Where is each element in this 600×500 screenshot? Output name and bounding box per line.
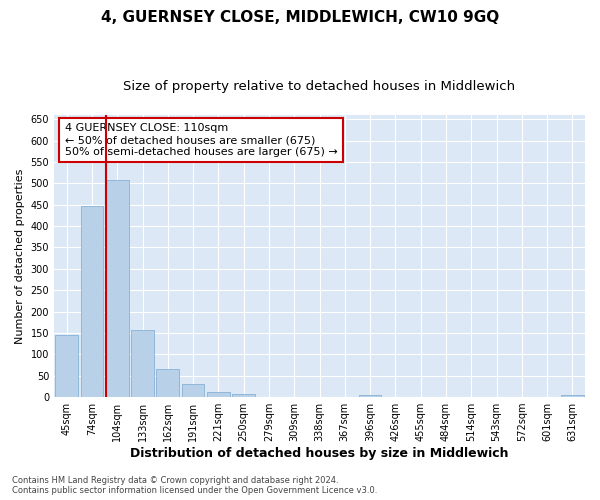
X-axis label: Distribution of detached houses by size in Middlewich: Distribution of detached houses by size …	[130, 447, 509, 460]
Bar	[131, 330, 154, 397]
Y-axis label: Number of detached properties: Number of detached properties	[15, 168, 25, 344]
Bar	[106, 180, 128, 397]
Bar	[157, 370, 179, 397]
Bar	[80, 206, 103, 397]
Bar	[232, 394, 255, 397]
Title: Size of property relative to detached houses in Middlewich: Size of property relative to detached ho…	[124, 80, 515, 93]
Text: 4, GUERNSEY CLOSE, MIDDLEWICH, CW10 9GQ: 4, GUERNSEY CLOSE, MIDDLEWICH, CW10 9GQ	[101, 10, 499, 25]
Text: Contains HM Land Registry data © Crown copyright and database right 2024.
Contai: Contains HM Land Registry data © Crown c…	[12, 476, 377, 495]
Bar	[359, 395, 382, 397]
Bar	[182, 384, 205, 397]
Bar	[55, 335, 78, 397]
Text: 4 GUERNSEY CLOSE: 110sqm
← 50% of detached houses are smaller (675)
50% of semi-: 4 GUERNSEY CLOSE: 110sqm ← 50% of detach…	[65, 124, 337, 156]
Bar	[561, 396, 584, 397]
Bar	[207, 392, 230, 397]
